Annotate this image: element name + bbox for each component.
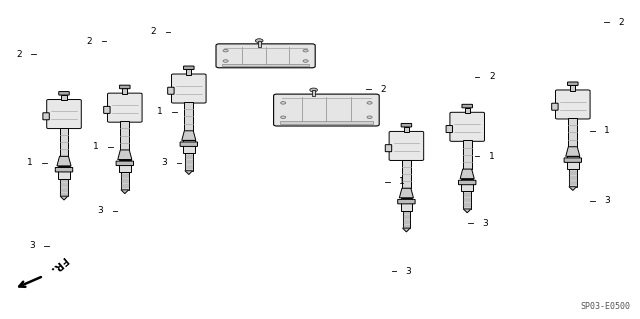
Bar: [403, 211, 410, 228]
Bar: [186, 69, 191, 75]
Bar: [569, 169, 577, 187]
Bar: [463, 191, 471, 209]
Polygon shape: [60, 196, 68, 200]
FancyBboxPatch shape: [564, 158, 582, 162]
FancyBboxPatch shape: [180, 142, 198, 146]
FancyBboxPatch shape: [116, 161, 134, 166]
FancyBboxPatch shape: [462, 104, 472, 108]
Bar: [465, 108, 470, 113]
FancyBboxPatch shape: [55, 167, 73, 172]
Bar: [184, 102, 193, 131]
Polygon shape: [118, 150, 132, 160]
Text: 2: 2: [16, 50, 22, 59]
FancyBboxPatch shape: [389, 131, 424, 160]
Polygon shape: [399, 188, 413, 198]
Polygon shape: [403, 228, 410, 232]
FancyBboxPatch shape: [446, 126, 452, 133]
Text: 2: 2: [86, 37, 92, 46]
Text: 1: 1: [489, 152, 495, 161]
Bar: [185, 153, 193, 171]
Bar: [401, 198, 412, 211]
Text: 2: 2: [150, 27, 156, 36]
FancyBboxPatch shape: [43, 113, 49, 120]
Text: SP03-E0500: SP03-E0500: [580, 302, 630, 311]
Text: 1: 1: [27, 158, 33, 167]
Text: 3: 3: [406, 267, 412, 276]
Bar: [461, 179, 473, 191]
Bar: [122, 88, 127, 94]
Text: FR.: FR.: [47, 255, 68, 275]
Bar: [568, 118, 577, 147]
Text: 3: 3: [97, 206, 103, 215]
FancyBboxPatch shape: [47, 100, 81, 129]
Text: 2: 2: [489, 72, 495, 81]
FancyBboxPatch shape: [120, 85, 130, 89]
Bar: [402, 160, 411, 188]
Circle shape: [303, 60, 308, 62]
Bar: [404, 127, 409, 132]
Polygon shape: [121, 190, 129, 194]
Polygon shape: [460, 169, 474, 179]
FancyBboxPatch shape: [59, 92, 69, 95]
FancyBboxPatch shape: [401, 123, 412, 127]
Polygon shape: [569, 187, 577, 190]
Bar: [280, 121, 372, 124]
Bar: [223, 64, 308, 66]
Circle shape: [367, 101, 372, 104]
FancyBboxPatch shape: [184, 66, 194, 70]
FancyBboxPatch shape: [216, 44, 315, 68]
Polygon shape: [182, 131, 196, 140]
FancyBboxPatch shape: [108, 93, 142, 122]
Circle shape: [367, 116, 372, 119]
Polygon shape: [566, 147, 580, 156]
FancyBboxPatch shape: [385, 145, 392, 152]
FancyBboxPatch shape: [568, 82, 578, 85]
Bar: [58, 166, 70, 179]
Text: 1: 1: [399, 177, 405, 186]
Bar: [463, 140, 472, 169]
FancyBboxPatch shape: [556, 90, 590, 119]
FancyBboxPatch shape: [552, 103, 558, 110]
Text: 3: 3: [29, 241, 35, 250]
Bar: [60, 179, 68, 196]
Polygon shape: [185, 171, 193, 174]
Bar: [567, 156, 579, 169]
Text: 3: 3: [161, 158, 167, 167]
Bar: [121, 172, 129, 190]
Circle shape: [280, 101, 285, 104]
Text: 1: 1: [93, 142, 99, 151]
FancyBboxPatch shape: [450, 112, 484, 141]
Bar: [119, 160, 131, 172]
Circle shape: [223, 49, 228, 52]
Circle shape: [280, 116, 285, 119]
FancyBboxPatch shape: [274, 94, 380, 126]
FancyBboxPatch shape: [168, 87, 174, 94]
Bar: [120, 121, 129, 150]
Circle shape: [303, 49, 308, 52]
Bar: [312, 90, 315, 96]
Circle shape: [310, 88, 317, 92]
FancyBboxPatch shape: [172, 74, 206, 103]
Text: 3: 3: [483, 219, 488, 228]
FancyBboxPatch shape: [458, 180, 476, 185]
Text: 1: 1: [604, 126, 610, 135]
Bar: [61, 95, 67, 100]
Circle shape: [255, 39, 263, 43]
Bar: [258, 41, 260, 47]
Text: 2: 2: [380, 85, 386, 94]
Polygon shape: [463, 209, 471, 213]
Bar: [60, 128, 68, 156]
Bar: [183, 140, 195, 153]
Bar: [570, 85, 575, 91]
Polygon shape: [57, 156, 71, 166]
Circle shape: [223, 60, 228, 62]
Text: 1: 1: [157, 107, 163, 116]
FancyBboxPatch shape: [104, 107, 110, 114]
Text: 3: 3: [604, 197, 610, 205]
Text: 2: 2: [618, 18, 624, 27]
FancyBboxPatch shape: [397, 199, 415, 204]
